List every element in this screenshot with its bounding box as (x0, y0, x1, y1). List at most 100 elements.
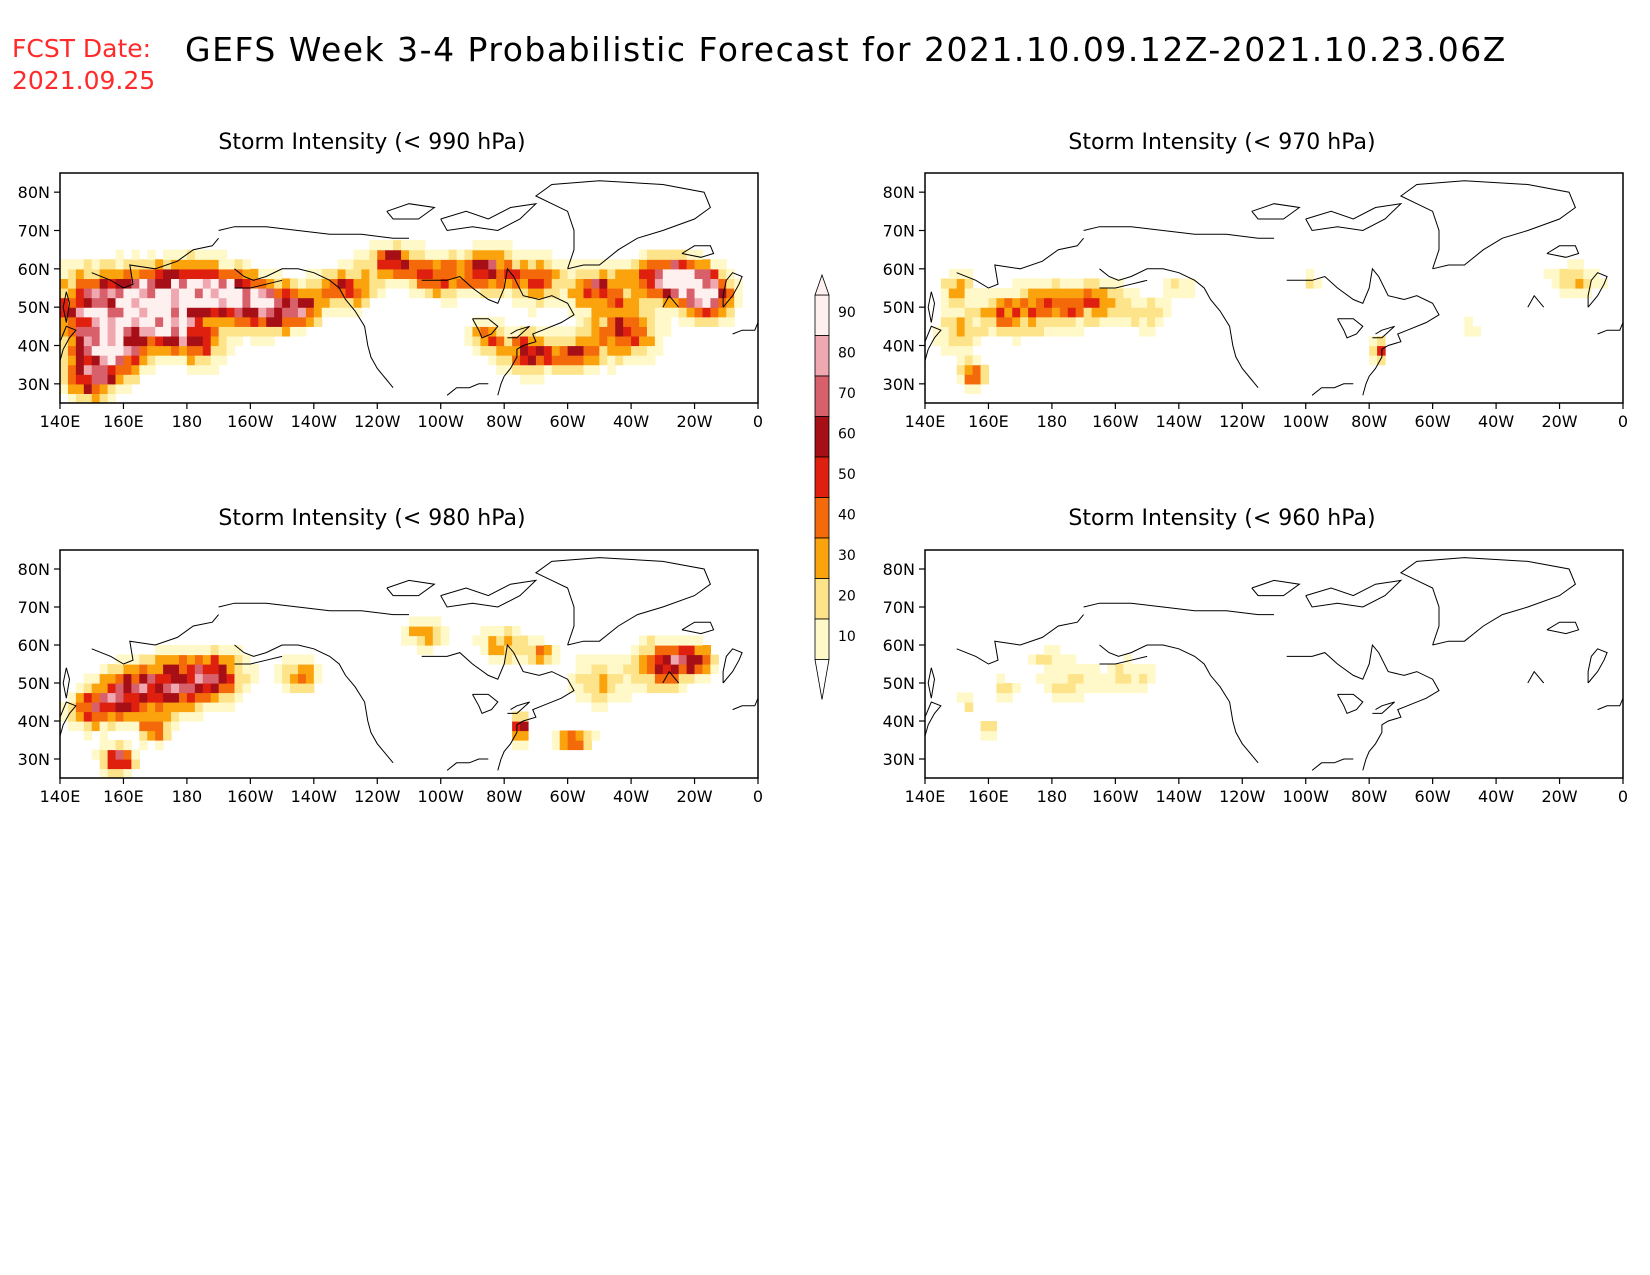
colorbar-label: 40 (838, 508, 856, 524)
lon-tick-label: 140W (291, 787, 338, 806)
probability-field (932, 259, 1608, 395)
panel-title-990: Storm Intensity (< 990 hPa) (218, 130, 526, 155)
lat-tick-label: 30N (883, 375, 915, 394)
lon-tick-label: 40W (1478, 787, 1514, 806)
map-frame (59, 549, 759, 779)
lat-tick-label: 40N (18, 712, 50, 731)
map-frame (924, 549, 1624, 779)
lon-tick-label: 80W (1351, 787, 1387, 806)
lon-tick-label: 100W (418, 412, 465, 431)
probability-field (956, 645, 1156, 741)
lat-tick-label: 50N (18, 674, 50, 693)
lat-tick-label: 50N (883, 674, 915, 693)
panel-title-980: Storm Intensity (< 980 hPa) (218, 506, 526, 531)
map-frame (59, 172, 759, 404)
lon-tick-label: 0 (1618, 787, 1628, 806)
lon-tick-label: 60W (1415, 412, 1451, 431)
lat-tick-label: 70N (883, 598, 915, 617)
lon-tick-label: 180 (1037, 787, 1068, 806)
lon-tick-label: 60W (550, 787, 586, 806)
colorbar-top-arrow (814, 273, 830, 296)
lon-tick-label: 20W (676, 412, 712, 431)
coastlines (60, 180, 758, 396)
page-title: GEFS Week 3-4 Probabilistic Forecast for… (185, 30, 1507, 69)
lon-tick-label: 100W (1283, 412, 1330, 431)
colorbar-label: 50 (838, 467, 856, 483)
lat-tick-label: 60N (883, 636, 915, 655)
lon-tick-label: 120W (1219, 787, 1266, 806)
lon-tick-label: 160W (1092, 412, 1139, 431)
colorbar-bottom-arrow (814, 659, 830, 700)
colorbar: 90 80 70 60 50 40 30 20 10 (814, 273, 856, 700)
colorbar-label: 10 (838, 629, 856, 645)
lon-tick-label: 80W (1351, 412, 1387, 431)
colorbar-label: 70 (838, 386, 856, 402)
forecast-date-label: FCST Date: (12, 34, 152, 63)
lon-tick-label: 140W (291, 412, 338, 431)
coastlines (925, 557, 1623, 771)
lat-tick-label: 80N (883, 183, 915, 202)
coastlines (925, 180, 1623, 396)
panel-title-960: Storm Intensity (< 960 hPa) (1068, 506, 1376, 531)
lon-tick-label: 140W (1156, 412, 1203, 431)
lon-tick-label: 100W (418, 787, 465, 806)
lat-tick-label: 30N (18, 750, 50, 769)
colorbar-swatch (814, 456, 830, 498)
lon-tick-label: 160E (968, 787, 1009, 806)
colorbar-swatch (814, 294, 830, 336)
lon-tick-label: 40W (613, 412, 649, 431)
lon-tick-label: 160W (227, 412, 274, 431)
colorbar-swatch (814, 537, 830, 579)
lat-tick-label: 50N (18, 298, 50, 317)
lon-tick-label: 120W (1219, 412, 1266, 431)
lat-tick-label: 50N (883, 298, 915, 317)
lon-tick-label: 40W (1478, 412, 1514, 431)
map-panel-p980: 140E 160E 180 160W 140W 120W 100W 80W 60W 40W 20W 0… (18, 549, 763, 806)
lon-tick-label: 180 (172, 787, 203, 806)
lon-tick-label: 160E (103, 787, 144, 806)
colorbar-swatch (814, 578, 830, 620)
lat-tick-label: 40N (883, 337, 915, 356)
lat-tick-label: 30N (883, 750, 915, 769)
lat-tick-label: 80N (883, 560, 915, 579)
lon-tick-label: 20W (1541, 412, 1577, 431)
lon-tick-label: 40W (613, 787, 649, 806)
colorbar-label: 20 (838, 589, 856, 605)
lat-tick-label: 70N (18, 598, 50, 617)
colorbar-swatch (814, 416, 830, 458)
lon-tick-label: 20W (676, 787, 712, 806)
lon-tick-label: 180 (1037, 412, 1068, 431)
lon-tick-label: 60W (1415, 787, 1451, 806)
colorbar-swatch (814, 618, 830, 660)
lat-tick-label: 80N (18, 560, 50, 579)
lon-tick-label: 140E (905, 412, 946, 431)
lon-tick-label: 160W (1092, 787, 1139, 806)
lon-tick-label: 140E (905, 787, 946, 806)
colorbar-swatch (814, 335, 830, 377)
coastlines (60, 557, 758, 771)
forecast-date-value: 2021.09.25 (12, 66, 156, 95)
lon-tick-label: 160W (227, 787, 274, 806)
lat-tick-label: 70N (18, 222, 50, 241)
lat-tick-label: 60N (883, 260, 915, 279)
lon-tick-label: 100W (1283, 787, 1330, 806)
lon-tick-label: 80W (486, 787, 522, 806)
map-panel-p970: 140E 160E 180 160W 140W 120W 100W 80W 60W 40W 20W 0… (883, 172, 1628, 431)
colorbar-label: 30 (838, 548, 856, 564)
colorbar-label: 90 (838, 305, 856, 321)
lon-tick-label: 120W (354, 787, 401, 806)
lon-tick-label: 160E (968, 412, 1009, 431)
map-frame (924, 172, 1624, 404)
lon-tick-label: 20W (1541, 787, 1577, 806)
probability-field (60, 616, 719, 778)
lat-tick-label: 40N (18, 337, 50, 356)
lon-tick-label: 140E (40, 412, 81, 431)
lon-tick-label: 140E (40, 787, 81, 806)
colorbar-swatch (814, 497, 830, 539)
lon-tick-label: 80W (486, 412, 522, 431)
lat-tick-label: 30N (18, 375, 50, 394)
map-panel-p990: 140E 160E 180 160W 140W 120W 100W 80W 60W 40W 20W 0… (18, 172, 763, 431)
panel-title-970: Storm Intensity (< 970 hPa) (1068, 130, 1376, 155)
probability-field (60, 240, 743, 403)
